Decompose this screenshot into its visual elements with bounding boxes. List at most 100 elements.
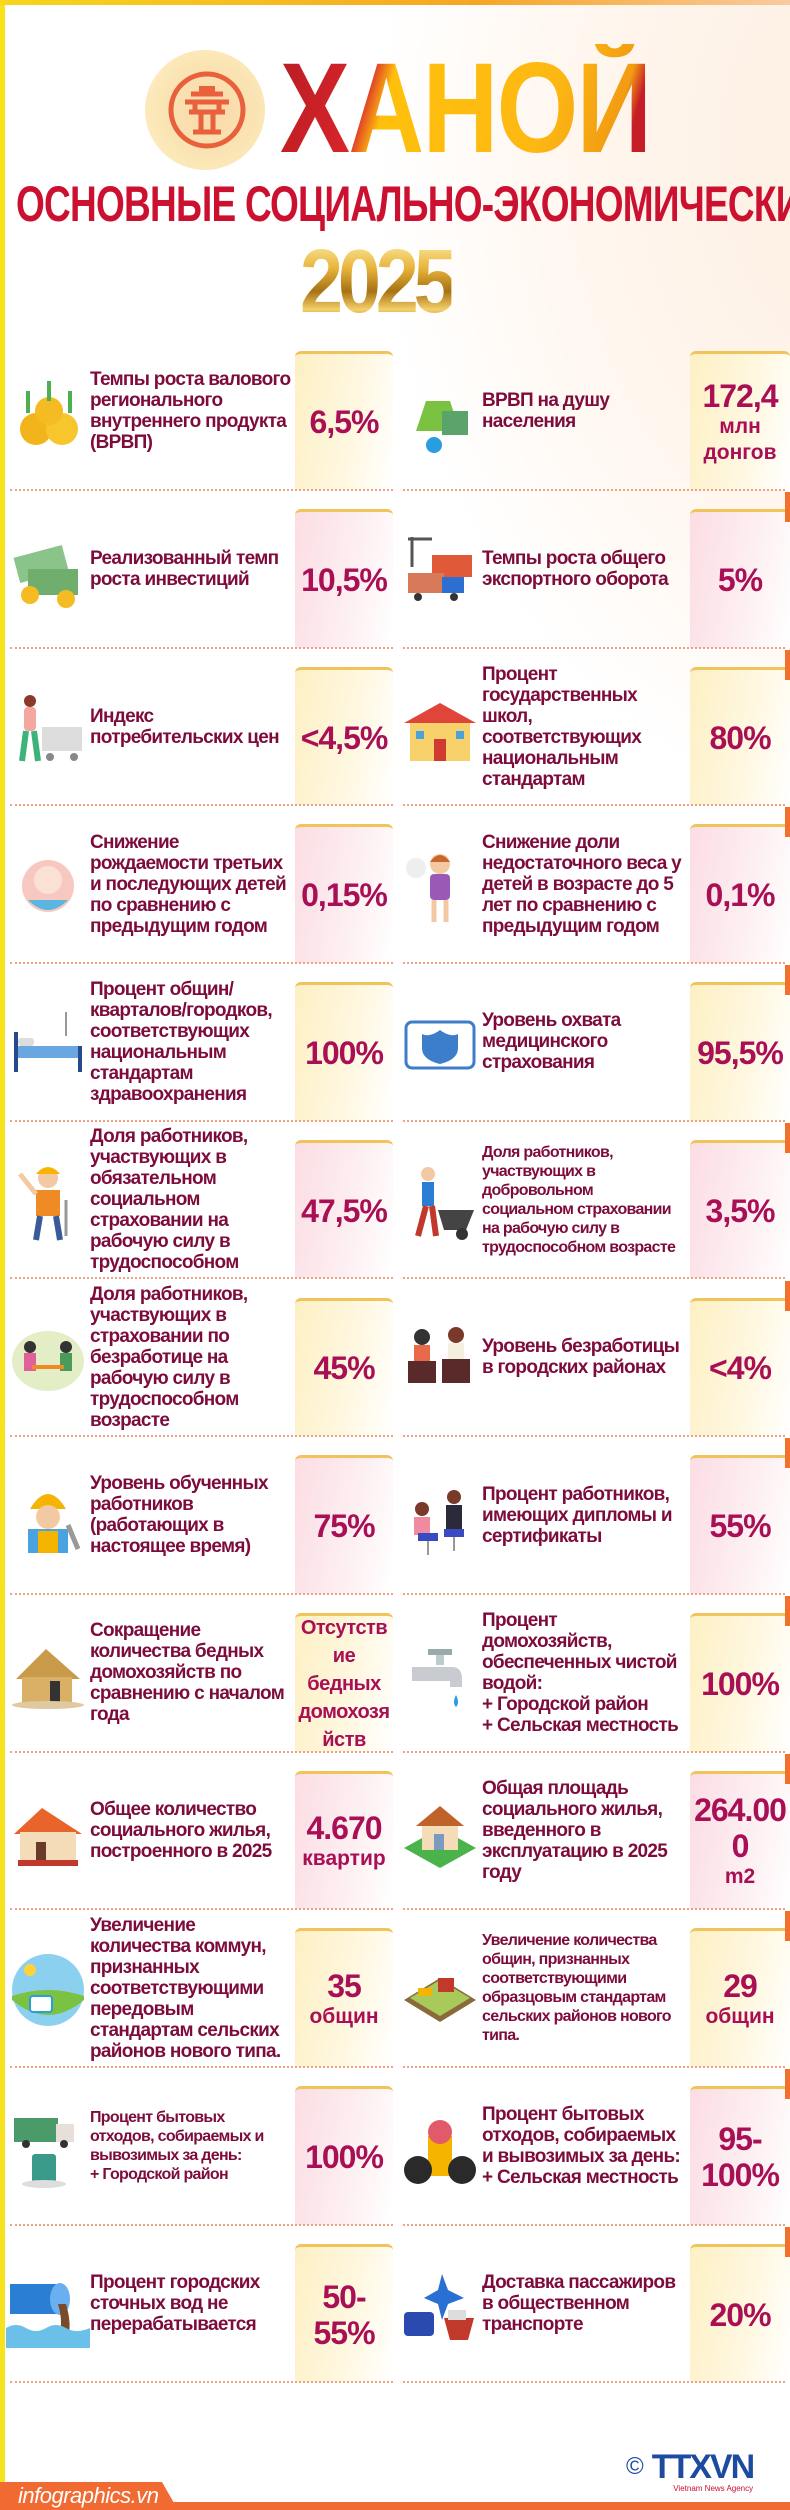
indicator-value: 95,5% — [697, 1034, 784, 1071]
indicator-unit: млн донгов — [703, 415, 777, 465]
indicator-label: Доля работников, участвующих в доброволь… — [482, 1124, 684, 1276]
indicator-label-main: Общее количество социального жилья, пост… — [90, 1798, 272, 1862]
row-edge-tab — [785, 492, 790, 522]
hospital-bed-icon — [6, 1002, 90, 1086]
row-divider-left — [10, 488, 393, 491]
indicator-value: 10,5% — [301, 561, 388, 598]
row-divider-right — [403, 1750, 785, 1753]
boxes-people-icon — [398, 1317, 482, 1401]
public-transport-icon — [398, 2264, 482, 2348]
indicator-value: 0,15% — [301, 877, 388, 914]
row-edge-tab — [785, 1122, 790, 1153]
indicator-value-box: 3,5% — [690, 1139, 790, 1279]
page-subtitle: ОСНОВНЫЕ СОЦИАЛЬНО-ЭКОНОМИЧЕСКИЕ — [16, 176, 790, 232]
indicator-label-text: Снижение доли недостаточного веса у дете… — [482, 832, 684, 937]
indicator-label-main: Доля работников, участвующих в обязатель… — [90, 1126, 248, 1274]
site-tag[interactable]: infographics.vn — [0, 2482, 178, 2510]
indicator-label-main: Снижение доли недостаточного веса у дете… — [482, 831, 682, 937]
row-divider-left — [10, 2223, 393, 2226]
row-divider-left — [10, 2065, 393, 2068]
indicator-label-text: Увеличение количества коммун, признанных… — [90, 1915, 292, 2062]
indicator-label-main: Доставка пассажиров в общественном транс… — [482, 2272, 676, 2336]
indicator-label-text: Темпы роста общего экспортного оборота — [482, 548, 684, 590]
farm-icon — [398, 1948, 482, 2032]
indicator-label-text: Доля работников, участвующих в страхован… — [90, 1284, 292, 1431]
indicator-value: 20% — [709, 2296, 771, 2333]
indicator-label-main: Темпы роста валового регионального внутр… — [90, 369, 291, 454]
indicator-label-main: Доля работников, участвующих в доброволь… — [482, 1143, 676, 1256]
indicator-label: Темпы роста общего экспортного оборота — [482, 493, 684, 645]
indicator-value-box: 100% — [690, 1612, 790, 1752]
row-divider-left — [10, 1750, 393, 1753]
indicator-label-text: ВРВП на душу населения — [482, 390, 684, 432]
indicator-label: Процент бытовых отходов, собираемых и вы… — [90, 2070, 292, 2222]
row-divider-right — [403, 2381, 785, 2384]
indicator-label: Темпы роста валового регионального внутр… — [90, 335, 292, 487]
indicator-label-text: Процент бытовых отходов, собираемых и вы… — [90, 2108, 292, 2184]
indicator-value: 264.000 — [694, 1792, 787, 1865]
growth-coins-icon — [6, 371, 90, 455]
indicator-value: 100% — [305, 1034, 384, 1071]
row-divider-right — [403, 488, 785, 491]
indicator-label-main: Индекс потребительских цен — [90, 705, 280, 748]
indicator-label: Индекс потребительских цен — [90, 651, 292, 803]
indicator-label: Доля работников, участвующих в страхован… — [90, 1282, 292, 1434]
indicator-value: 0,1% — [705, 877, 776, 914]
indicator-label-main: Увеличение количества общин, признанных … — [482, 1932, 672, 2045]
row-divider-left — [10, 1592, 393, 1595]
indicator-row: Общее количество социального жилья, пост… — [0, 1752, 790, 1911]
top-accent-strip — [0, 0, 790, 5]
indicator-value: 35 — [327, 1968, 362, 2005]
house-3d-icon — [398, 1790, 482, 1874]
indicator-label-text: Процент государственных школ, соответств… — [482, 664, 684, 790]
water-faucet-icon — [398, 1633, 482, 1717]
sewage-pipe-icon — [6, 2264, 90, 2348]
garbage-truck-icon — [6, 2106, 90, 2190]
indicator-value-box: 55% — [690, 1455, 790, 1594]
indicator-label-main: Процент городских сточных вод не перераб… — [90, 2272, 260, 2336]
indicator-label: Процент государственных школ, соответств… — [482, 651, 684, 803]
indicator-value-box: 6,5% — [295, 351, 393, 490]
indicator-label: Увеличение количества коммун, признанных… — [90, 1912, 292, 2064]
row-divider-right — [403, 1277, 785, 1280]
indicator-label-main: Общая площадь социального жилья, введенн… — [482, 1777, 668, 1883]
indicator-value-box: 0,15% — [295, 824, 393, 964]
indicator-value-box: 0,1% — [690, 824, 790, 964]
row-divider-right — [403, 1908, 785, 1911]
indicator-value-box: 10,5% — [295, 509, 393, 648]
row-edge-tab — [785, 1595, 790, 1626]
indicator-label-main: Процент общин/кварталов/городков, соотве… — [90, 978, 273, 1105]
row-divider-right — [403, 2065, 785, 2068]
indicator-row: Уровень обученных работников (работающих… — [0, 1436, 790, 1595]
indicator-value: 45% — [313, 1350, 375, 1387]
indicator-label-text: Увеличение количества общин, признанных … — [482, 1931, 684, 2045]
indicator-sub-item: + Городской район — [90, 2165, 229, 2183]
copyright-icon: © — [626, 2453, 644, 2480]
indicator-value-box: 45% — [295, 1297, 393, 1437]
indicator-label-text: Процент общин/кварталов/городков, соотве… — [90, 979, 292, 1105]
indicator-label-main: Темпы роста общего экспортного оборота — [482, 547, 669, 590]
school-building-icon — [398, 687, 482, 771]
row-divider-right — [403, 2223, 785, 2226]
indicator-label-main: Доля работников, участвующих в страхован… — [90, 1283, 248, 1431]
row-edge-tab — [785, 649, 790, 680]
indicator-sub-item: + Сельская местность — [482, 1714, 679, 1736]
indicator-label-main: Процент работников, имеющих дипломы и се… — [482, 1483, 673, 1547]
indicator-value: 29 — [723, 1968, 758, 2005]
indicator-label: Снижение рождаемости третьих и последующ… — [90, 808, 292, 960]
indicator-label: ВРВП на душу населения — [482, 335, 684, 487]
row-divider-left — [10, 2381, 393, 2384]
indicator-value-box: <4% — [690, 1297, 790, 1437]
wheelbarrow-worker-icon — [398, 1160, 482, 1244]
indicator-label: Процент общин/кварталов/городков, соотве… — [90, 966, 292, 1118]
indicator-label: Доставка пассажиров в общественном транс… — [482, 2228, 684, 2380]
row-divider-right — [403, 1592, 785, 1595]
indicator-label-text: Процент городских сточных вод не перераб… — [90, 2272, 292, 2335]
row-edge-tab — [785, 1280, 790, 1311]
footer-bar — [0, 2502, 790, 2510]
indicator-value: 47,5% — [301, 1192, 388, 1229]
indicator-value-box: 95,5% — [690, 982, 790, 1121]
row-divider-left — [10, 1908, 393, 1911]
indicator-label-text: Процент домохозяйств, обеспеченных чисто… — [482, 1610, 684, 1736]
indicator-value-box: 20% — [690, 2243, 790, 2383]
